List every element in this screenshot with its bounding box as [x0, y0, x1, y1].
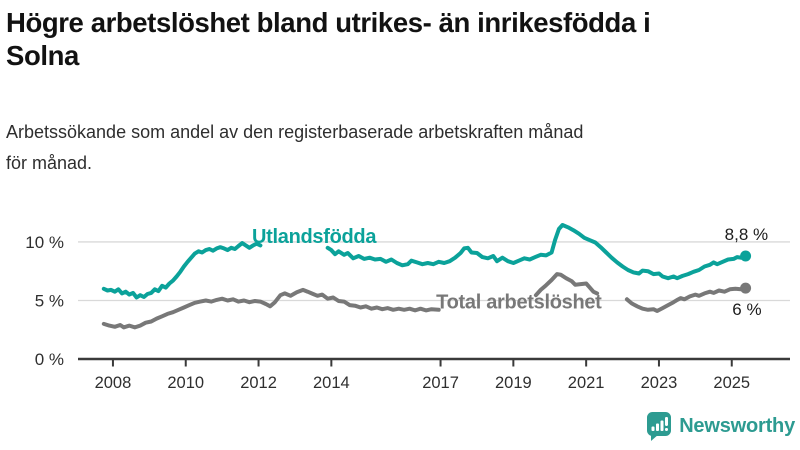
series-line-total-arbetsloshet: [533, 272, 600, 298]
title-line-1: Högre arbetslöshet bland utrikes- än inr…: [6, 7, 651, 38]
series-line-utlandsfodda: [325, 223, 748, 281]
y-tick-label: 5 %: [35, 291, 64, 310]
end-value-label-utlandsfodda: 8,8 %: [725, 225, 768, 244]
series-end-dot-utlandsfodda: [740, 250, 752, 262]
x-tick-label: 2010: [167, 374, 204, 392]
x-tick-label: 2012: [240, 374, 277, 392]
x-tick-label: 2019: [495, 374, 532, 392]
series-label-total-arbetsloshet: Total arbetslöshet: [436, 292, 602, 314]
newsworthy-logo-text: Newsworthy: [679, 414, 795, 437]
newsworthy-badge-icon: [647, 412, 672, 441]
x-tick-label: 2025: [713, 374, 750, 392]
newsworthy-logo: Newsworthy: [646, 411, 795, 441]
chart-subtitle: Arbetssökande som andel av den registerb…: [6, 117, 794, 179]
series-line-total-arbetsloshet: [624, 286, 748, 313]
title-line-2: Solna: [6, 40, 79, 71]
x-tick-label: 2008: [95, 374, 132, 392]
series-end-dot-total-arbetsloshet: [740, 282, 752, 294]
y-tick-label: 0 %: [35, 350, 64, 369]
page-title: Högre arbetslöshet bland utrikes- än inr…: [6, 6, 794, 72]
x-tick-label: 2021: [568, 374, 605, 392]
x-tick-label: 2023: [641, 374, 678, 392]
series-line-total-arbetsloshet: [101, 287, 441, 330]
subtitle-line-2: för månad.: [6, 153, 93, 173]
end-value-label-total-arbetsloshet: 6 %: [732, 300, 761, 319]
x-tick-label: 2017: [422, 374, 459, 392]
y-tick-label: 10 %: [25, 233, 64, 252]
x-tick-label: 2014: [313, 374, 350, 392]
series-line-utlandsfodda: [101, 241, 263, 300]
series-label-utlandsfodda: Utlandsfödda: [252, 226, 377, 248]
subtitle-line-1: Arbetssökande som andel av den registerb…: [6, 122, 584, 142]
